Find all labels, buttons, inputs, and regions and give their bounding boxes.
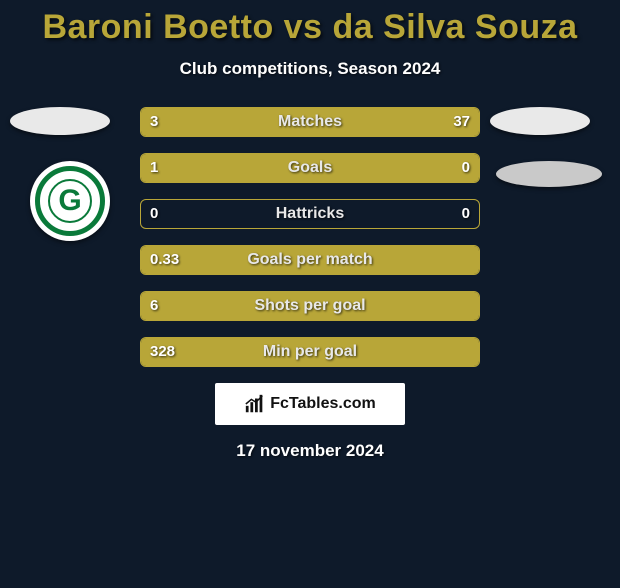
stat-label: Goals bbox=[140, 153, 480, 183]
subtitle: Club competitions, Season 2024 bbox=[0, 59, 620, 79]
stat-row: 0.33Goals per match bbox=[0, 245, 620, 275]
value-left: 3 bbox=[150, 107, 158, 137]
stat-row: 6Shots per goal bbox=[0, 291, 620, 321]
stat-label: Hattricks bbox=[140, 199, 480, 229]
value-right: 37 bbox=[453, 107, 470, 137]
stat-row: 1 0Goals bbox=[0, 153, 620, 183]
value-left: 328 bbox=[150, 337, 175, 367]
branding-text: FcTables.com bbox=[270, 395, 376, 413]
value-left: 1 bbox=[150, 153, 158, 183]
value-right: 0 bbox=[462, 153, 470, 183]
stat-row: 0 0Hattricks bbox=[0, 199, 620, 229]
chart-icon bbox=[244, 393, 266, 415]
stat-label: Goals per match bbox=[140, 245, 480, 275]
value-left: 6 bbox=[150, 291, 158, 321]
stat-row: 328Min per goal bbox=[0, 337, 620, 367]
page-title: Baroni Boetto vs da Silva Souza bbox=[0, 8, 620, 47]
date-label: 17 november 2024 bbox=[0, 441, 620, 461]
stat-label: Shots per goal bbox=[140, 291, 480, 321]
value-left: 0.33 bbox=[150, 245, 179, 275]
stat-row: 3 37Matches bbox=[0, 107, 620, 137]
comparison-chart: G 337Matches10Goals00Hattricks0.33Goals … bbox=[0, 107, 620, 367]
value-right: 0 bbox=[462, 199, 470, 229]
stat-label: Matches bbox=[140, 107, 480, 137]
stat-label: Min per goal bbox=[140, 337, 480, 367]
value-left: 0 bbox=[150, 199, 158, 229]
branding-badge: FcTables.com bbox=[215, 383, 405, 425]
